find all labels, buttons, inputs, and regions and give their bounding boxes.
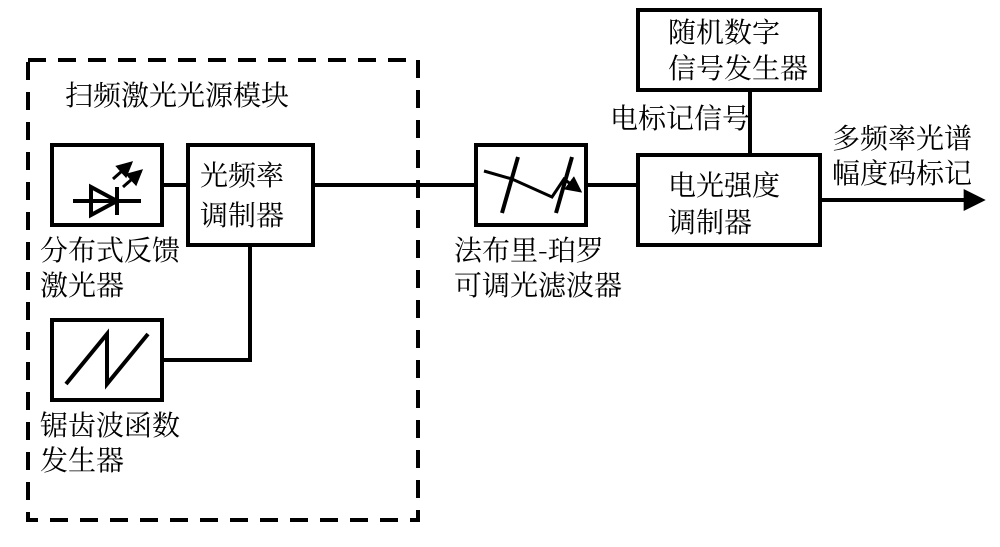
sawtooth_gen-label-1: 锯齿波函数 [40, 404, 180, 444]
eo_intensity_mod-label-2: 调制器 [668, 201, 752, 241]
dfb_laser-label-2: 激光器 [40, 264, 124, 304]
fp-icon [484, 157, 580, 213]
label-output-line2: 幅度码标记 [832, 152, 972, 192]
rand_sig_gen-label-2: 信号发生器 [668, 47, 808, 87]
sawtooth-icon [66, 334, 148, 384]
opt_freq_mod-label-1: 光频率 [200, 154, 284, 194]
fp_filter-label-2: 可调光滤波器 [454, 264, 622, 304]
dfb_laser-label-1: 分布式反馈 [40, 229, 180, 269]
eo_intensity_mod-label-1: 电光强度 [668, 164, 780, 204]
module-title: 扫频激光光源模块 [65, 74, 289, 114]
label-e-mark-signal: 电标记信号 [610, 97, 750, 137]
fp_filter-label-1: 法布里-珀罗 [454, 229, 604, 269]
sawtooth_gen-label-2: 发生器 [40, 439, 124, 479]
dfb_laser-box [52, 145, 162, 225]
label-output-line1: 多频率光谱 [832, 117, 972, 157]
diode-icon [73, 163, 141, 215]
rand_sig_gen-label-1: 随机数字 [668, 11, 780, 51]
opt_freq_mod-label-2: 调制器 [200, 194, 284, 234]
